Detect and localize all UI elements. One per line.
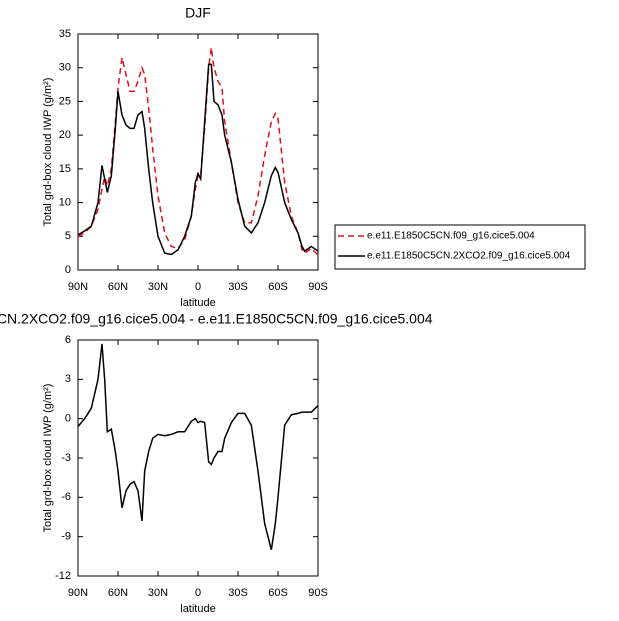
legend-box bbox=[334, 224, 586, 270]
legend-label: e.e11.E1850C5CN.f09_g16.cice5.004 bbox=[367, 231, 535, 242]
y-tick-label: 25 bbox=[59, 95, 71, 107]
x-axis-label: latitude bbox=[180, 603, 215, 615]
y-tick-label: 35 bbox=[59, 28, 71, 40]
x-tick-label: 90N bbox=[68, 587, 88, 599]
y-tick-label: 15 bbox=[59, 163, 71, 175]
x-tick-label: 60N bbox=[108, 587, 128, 599]
x-tick-label: 0 bbox=[195, 587, 201, 599]
y-tick-label: 6 bbox=[65, 334, 71, 346]
y-tick-label: 20 bbox=[59, 129, 71, 141]
y-tick-label: -3 bbox=[61, 452, 71, 464]
y-axis-label: Total grd-box cloud IWP (g/m²) bbox=[42, 384, 54, 533]
chart-title: 50C5CN.2XCO2.f09_g16.cice5.004 - e.e11.E… bbox=[0, 311, 433, 327]
data-line bbox=[77, 63, 319, 256]
y-tick-label: 0 bbox=[65, 264, 71, 276]
y-tick-label: 30 bbox=[59, 62, 71, 74]
x-tick-label: 30S bbox=[228, 587, 248, 599]
x-tick-label: 30N bbox=[148, 587, 168, 599]
x-tick-label: 30S bbox=[228, 281, 248, 293]
x-tick-label: 90N bbox=[68, 281, 88, 293]
x-tick-label: 60N bbox=[108, 281, 128, 293]
x-tick-label: 90S bbox=[308, 281, 328, 293]
y-tick-label: -6 bbox=[61, 491, 71, 503]
y-axis-label: Total grd-box cloud IWP (g/m²) bbox=[42, 78, 54, 227]
x-tick-label: 60S bbox=[268, 587, 288, 599]
y-tick-label: 0 bbox=[65, 413, 71, 425]
legend-label: e.e11.E1850C5CN.2XCO2.f09_g16.cice5.004 bbox=[367, 251, 571, 262]
chart-title: DJF bbox=[185, 5, 211, 21]
x-tick-label: 90S bbox=[308, 587, 328, 599]
x-tick-label: 0 bbox=[195, 281, 201, 293]
data-line bbox=[77, 343, 319, 550]
x-axis-label: latitude bbox=[180, 297, 215, 309]
x-tick-label: 60S bbox=[268, 281, 288, 293]
y-tick-label: 3 bbox=[65, 373, 71, 385]
y-tick-label: -9 bbox=[61, 531, 71, 543]
y-tick-label: 5 bbox=[65, 230, 71, 242]
x-tick-label: 30N bbox=[148, 281, 168, 293]
y-tick-label: 10 bbox=[59, 196, 71, 208]
y-tick-label: -12 bbox=[55, 570, 71, 582]
